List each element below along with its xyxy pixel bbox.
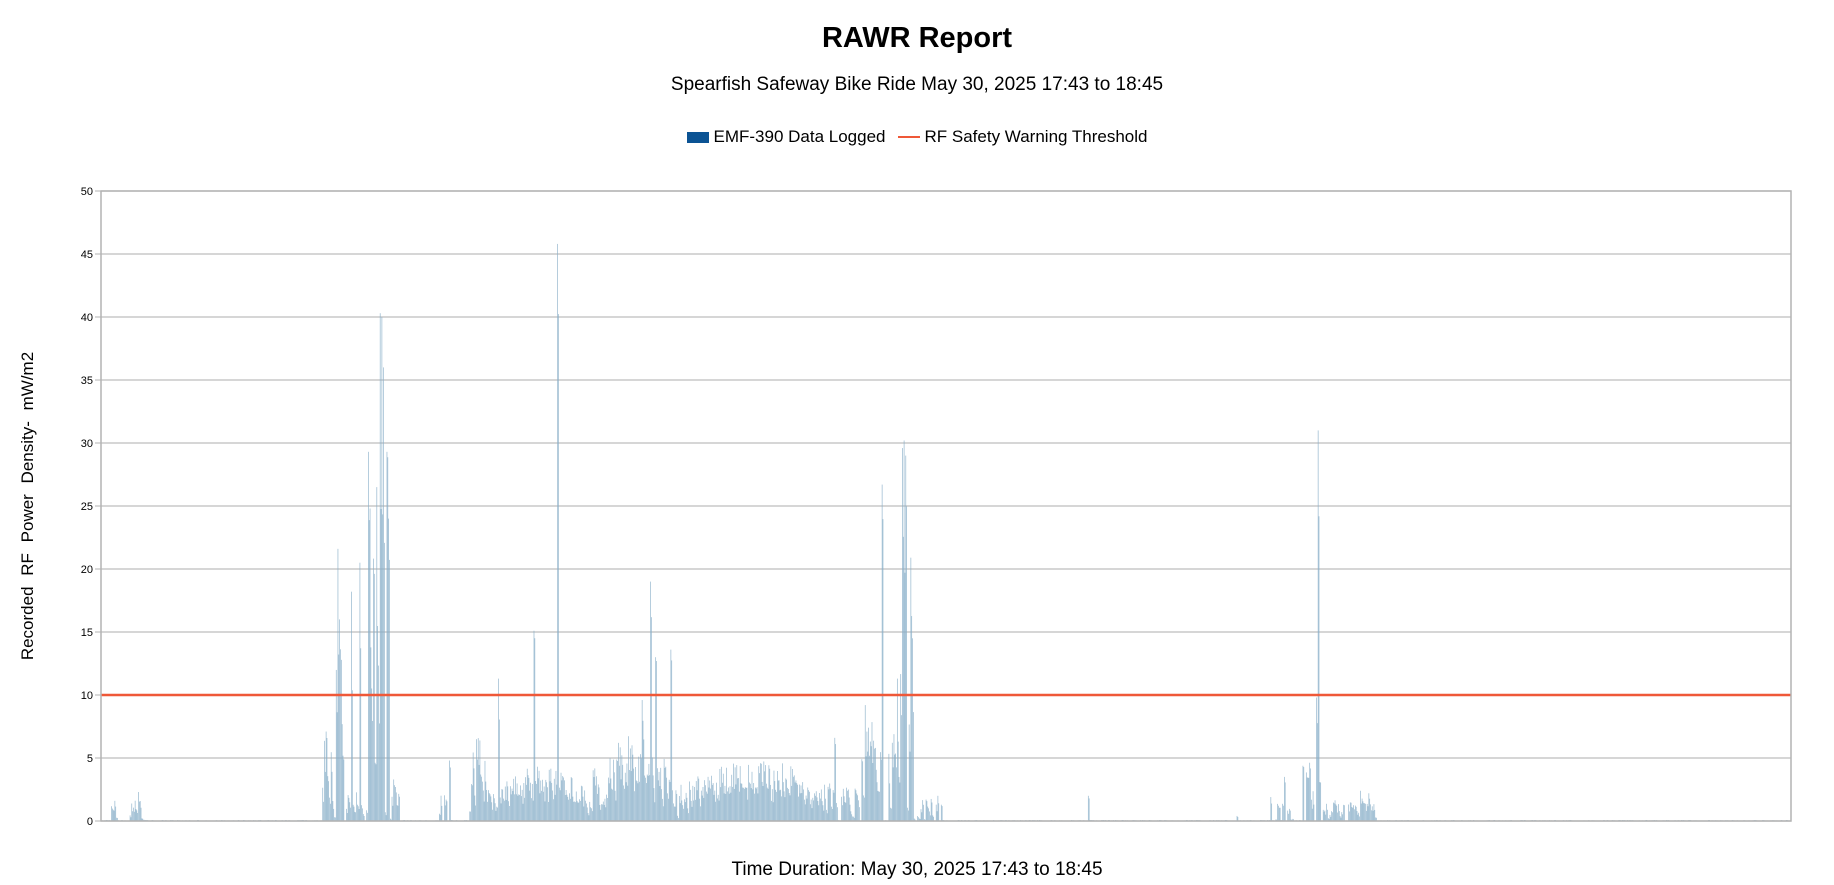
y-tick-label: 35 — [81, 375, 93, 387]
y-tick-label: 10 — [81, 690, 93, 702]
data-bars — [101, 243, 1791, 822]
x-axis-label: Time Duration: May 30, 2025 17:43 to 18:… — [731, 859, 1103, 880]
legend-item-emf-data[interactable]: EMF-390 Data Logged — [686, 127, 886, 147]
y-tick-label: 0 — [87, 816, 93, 828]
y-tick-label: 45 — [81, 249, 93, 261]
y-tick-label: 15 — [81, 627, 93, 639]
y-tick-label: 40 — [81, 312, 93, 324]
y-tick-label: 25 — [81, 501, 93, 513]
legend-line-swatch-icon — [897, 136, 920, 138]
legend-bar-swatch-icon — [686, 131, 709, 143]
y-axis-ticks: 0 5 10 15 20 25 30 35 40 45 50 — [81, 186, 101, 828]
y-tick-label: 50 — [81, 186, 93, 198]
legend-label: RF Safety Warning Threshold — [924, 127, 1148, 146]
legend-label: EMF-390 Data Logged — [713, 127, 886, 146]
chart-subtitle: Spearfish Safeway Bike Ride May 30, 2025… — [670, 74, 1164, 95]
y-tick-label: 5 — [87, 753, 93, 765]
chart-legend: EMF-390 Data Logged RF Safety Warning Th… — [0, 127, 1834, 147]
y-tick-label: 30 — [81, 438, 93, 450]
gridlines — [101, 190, 1791, 822]
chart-title: RAWR Report — [821, 22, 1013, 54]
legend-item-threshold[interactable]: RF Safety Warning Threshold — [897, 127, 1148, 147]
y-tick-label: 20 — [81, 564, 93, 576]
